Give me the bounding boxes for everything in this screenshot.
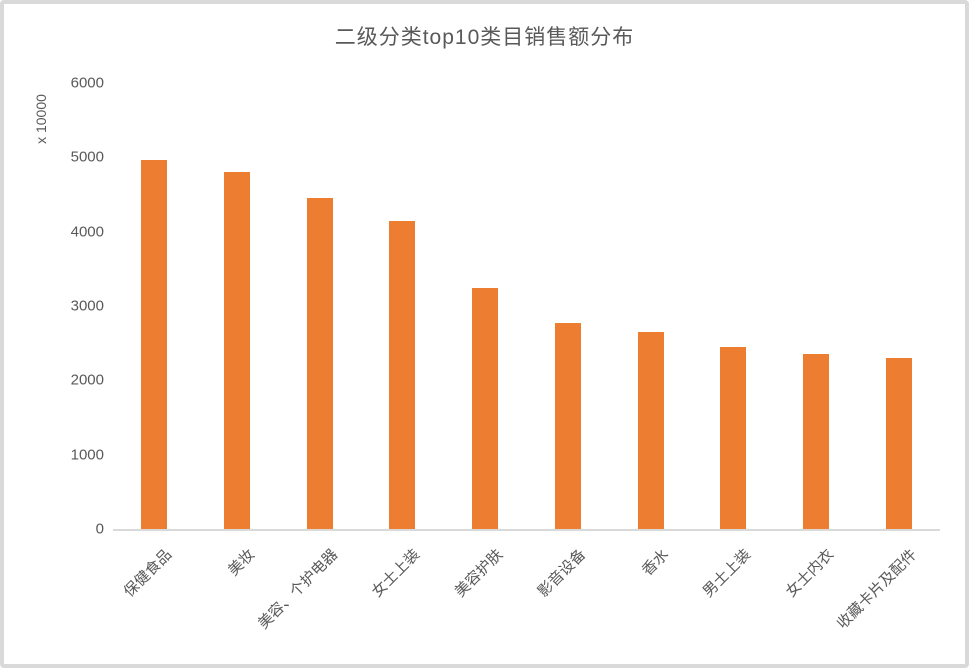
bar-column [113,83,196,529]
bar-column [196,83,279,529]
bar-女士内衣 [802,354,829,529]
y-tick-label: 3000 [70,297,104,315]
plot-area [113,83,940,529]
bar-column [775,83,858,529]
bar-保健食品 [141,159,168,529]
x-category-label: 女士内衣 [782,546,838,601]
bar-美容、个护电器 [306,198,333,529]
x-category-label: 女士上装 [369,546,424,601]
y-tick-label: 6000 [70,74,104,92]
bar-column [527,83,610,529]
bar-美容护肤 [472,288,499,529]
bar-column [692,83,775,529]
x-category-label: 男士上装 [699,546,755,601]
x-axis-line [113,529,940,531]
y-tick-label: 1000 [70,446,104,464]
y-axis-unit-label: x 10000 [33,94,49,144]
x-category-label: 美容护肤 [451,546,507,601]
bar-收藏卡片及配件 [885,358,912,529]
x-category-label: 收藏卡片及配件 [833,546,920,633]
chart-title: 二级分类top10类目销售额分布 [334,26,635,49]
x-category-label: 香水 [638,546,672,580]
bar-男士上装 [720,346,747,529]
y-tick-label: 2000 [70,371,104,389]
bar-column [857,83,940,529]
x-category-label: 美妆 [224,546,259,580]
x-category-label: 美容、个护电器 [254,546,341,633]
bar-column [278,83,361,529]
bar-美妆 [224,172,251,529]
y-tick-label: 0 [95,520,104,538]
y-tick-label: 4000 [70,223,104,241]
bar-column [609,83,692,529]
y-tick-label: 5000 [70,148,104,166]
x-category-label: 保健食品 [121,546,176,601]
bar-column [444,83,527,529]
bar-女士上装 [389,221,416,529]
bar-影音设备 [554,323,581,529]
bar-column [361,83,444,529]
x-category-label: 影音设备 [534,546,590,601]
bar-香水 [637,332,664,529]
